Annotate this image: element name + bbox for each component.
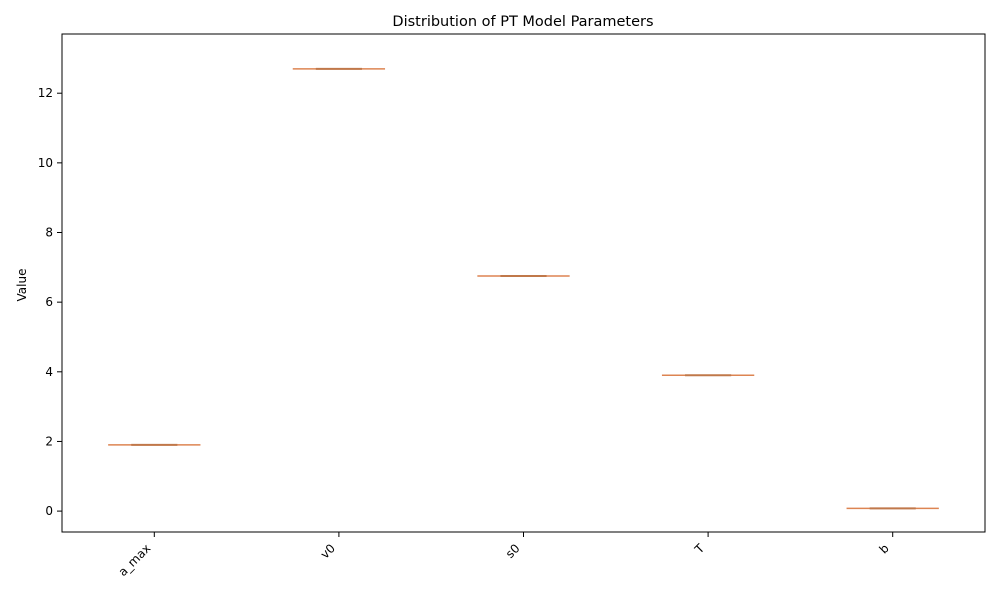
y-tick-label: 12: [38, 86, 53, 100]
x-tick-label: v0: [318, 541, 338, 561]
y-axis-label: Value: [15, 269, 29, 302]
plot-area: [108, 67, 939, 510]
y-tick-label: 10: [38, 156, 53, 170]
y-tick-label: 6: [45, 295, 53, 309]
chart-title: Distribution of PT Model Parameters: [392, 14, 653, 30]
x-tick-label: a_max: [116, 541, 154, 579]
y-tick-label: 8: [45, 226, 53, 240]
x-tick-label: s0: [503, 541, 523, 561]
plot-frame: [61, 33, 986, 533]
x-tick-label: T: [691, 541, 707, 557]
x-tick-label: b: [877, 541, 892, 556]
y-tick-label: 4: [45, 365, 53, 379]
y-tick-label: 2: [45, 434, 53, 448]
y-tick-label: 0: [45, 504, 53, 518]
y-axis: 0 2 4 6 8 10 12: [38, 86, 62, 518]
